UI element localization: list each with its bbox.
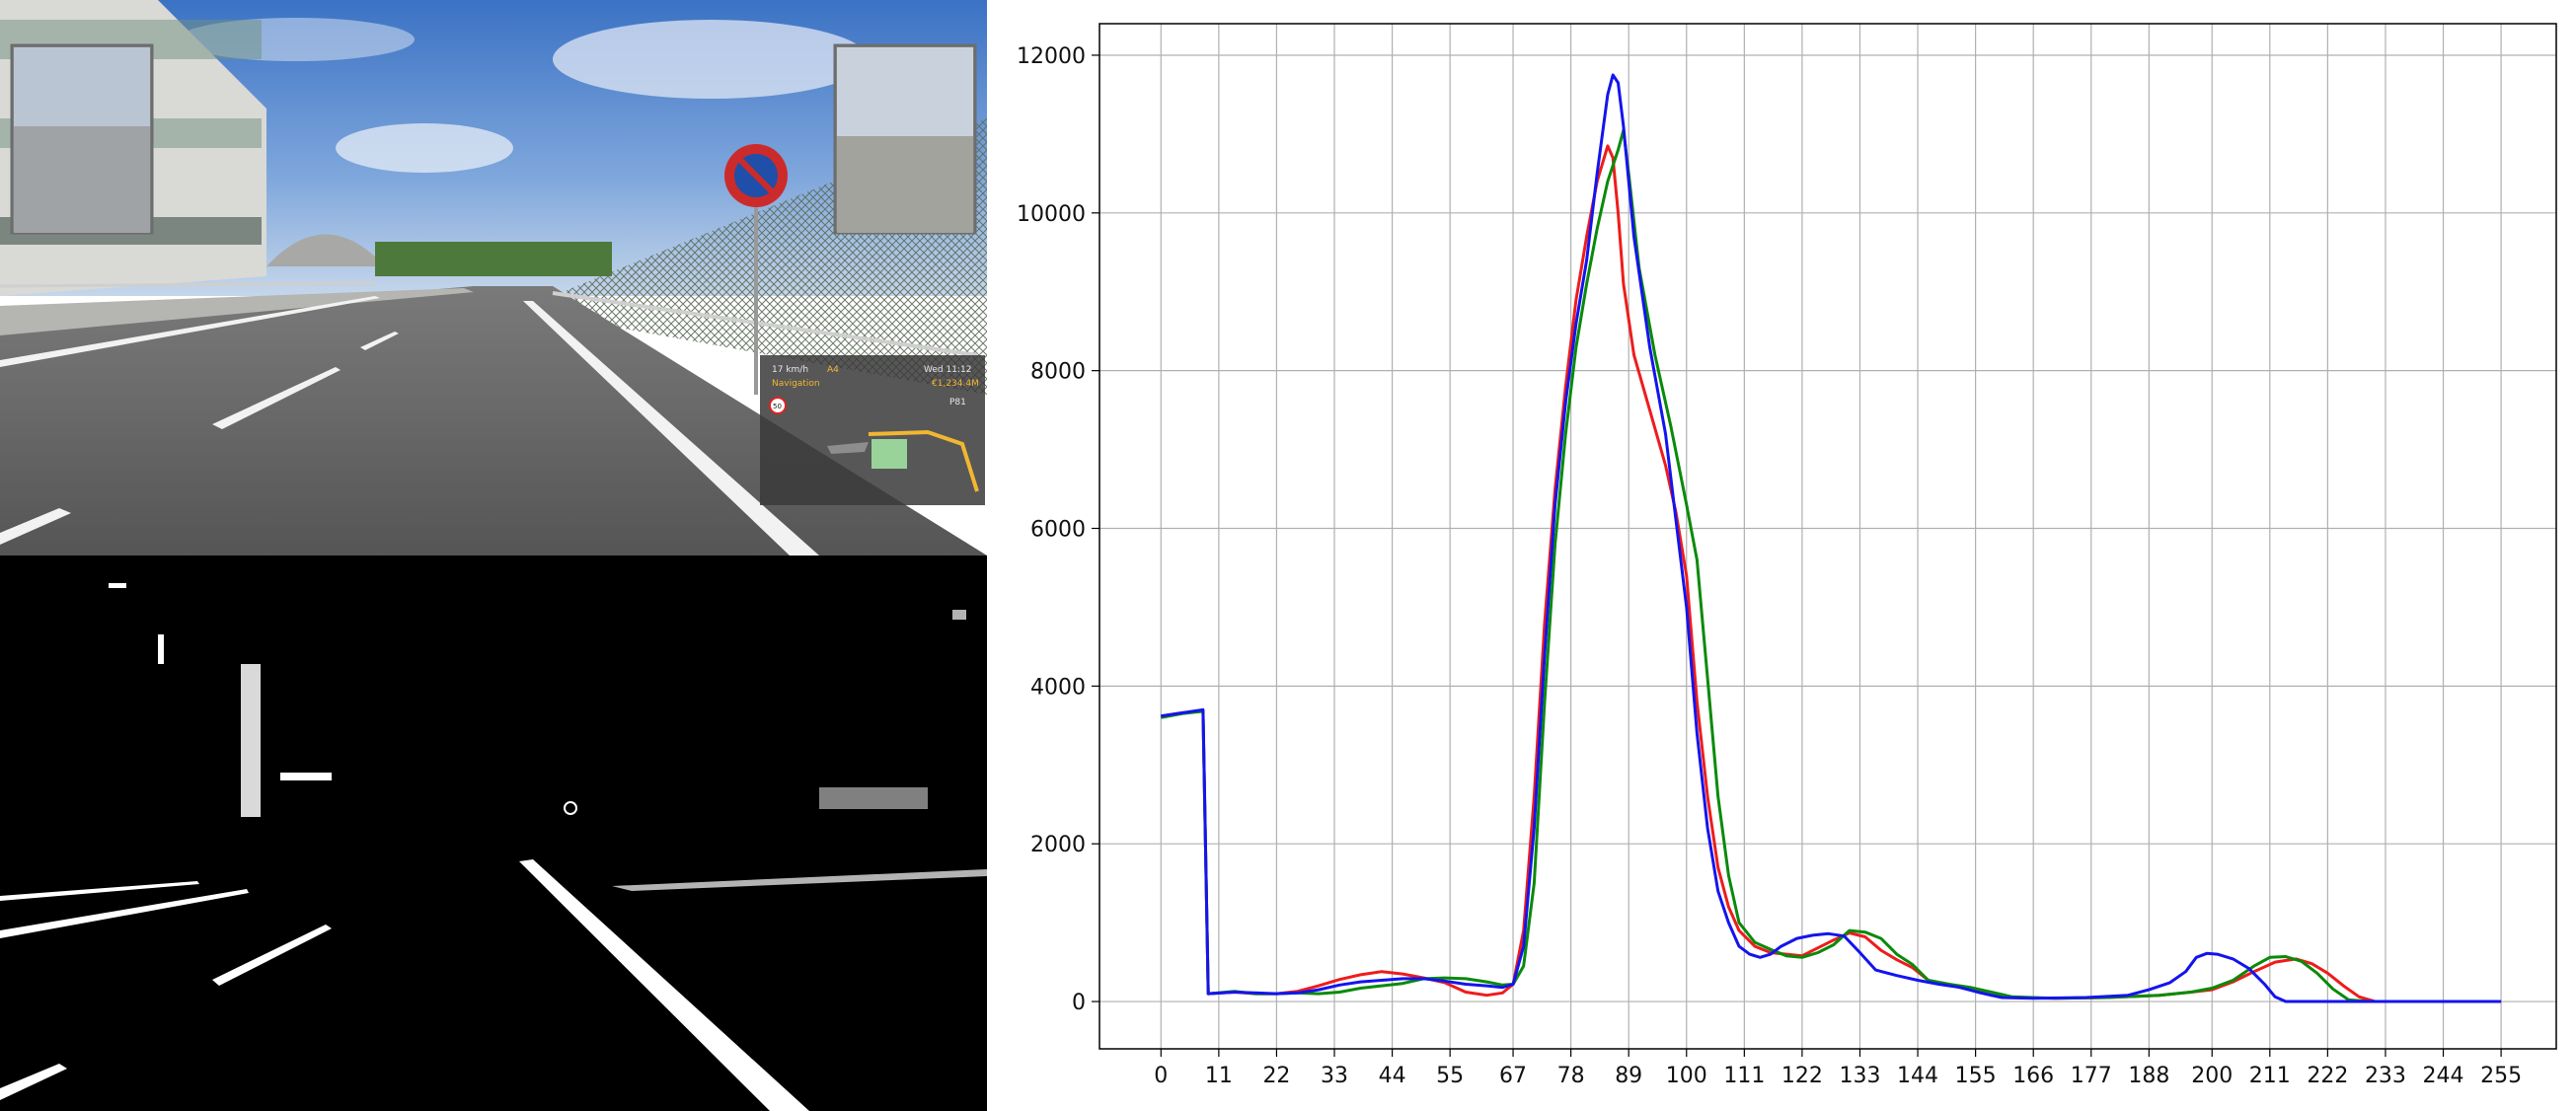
y-tick-label: 8000: [1030, 360, 1086, 385]
hud-speed-limit: 50: [773, 403, 782, 410]
series-line-green: [1161, 128, 2502, 1003]
x-tick-label: 177: [2071, 1064, 2112, 1088]
x-tick-label: 144: [1897, 1064, 1938, 1088]
x-tick-label: 244: [2423, 1064, 2464, 1088]
x-tick-label: 111: [1723, 1064, 1765, 1088]
binary-mask-view: [0, 556, 987, 1111]
x-tick-label: 211: [2249, 1064, 2291, 1088]
hud-speed: 17 km/h: [772, 365, 808, 375]
hud-clock: Wed 11:12: [924, 365, 971, 375]
driving-scene: 17 km/h A4 Wed 11:12 Navigation €1,234.4…: [0, 0, 987, 556]
x-tick-label: 0: [1154, 1064, 1168, 1088]
x-tick-label: 200: [2191, 1064, 2233, 1088]
hud-fuel: P81: [949, 398, 966, 407]
x-tick-label: 78: [1557, 1064, 1585, 1088]
x-tick-label: 166: [2012, 1064, 2054, 1088]
series-line-blue: [1161, 73, 2502, 1003]
hud-road: A4: [827, 365, 839, 375]
series-lines: [1161, 73, 2502, 1003]
x-tick-label: 133: [1839, 1064, 1880, 1088]
x-tick-label: 100: [1666, 1064, 1707, 1088]
x-tick-label: 11: [1205, 1064, 1233, 1088]
histogram-chart: 0 11 22 33 44 55 67 78 89 100 111 122 133 144 155 166 17…: [1017, 23, 2557, 1088]
y-tick-label: 4000: [1030, 675, 1086, 700]
game-screenshot: 17 km/h A4 Wed 11:12 Navigation €1,234.4…: [0, 0, 987, 556]
plot-frame: [1099, 23, 2557, 1050]
x-tick-label: 44: [1379, 1064, 1406, 1088]
y-tick-label: 10000: [1017, 202, 1086, 227]
speed-limit-sign-icon: [769, 397, 787, 414]
y-tick-label: 12000: [1017, 44, 1086, 69]
x-tick-label: 155: [1955, 1064, 1997, 1088]
x-tick-label: 255: [2480, 1064, 2522, 1088]
x-tick-label: 22: [1262, 1064, 1290, 1088]
histogram-panel: 0 11 22 33 44 55 67 78 89 100 111 122 133 144 155 166 17…: [989, 0, 2576, 1111]
series-line-red: [1161, 144, 2502, 1003]
x-tick-label: 188: [2128, 1064, 2169, 1088]
y-tick-label: 0: [1072, 991, 1086, 1015]
grid: [1099, 24, 2556, 1049]
x-tick-label: 33: [1321, 1064, 1348, 1088]
gps-panel: [760, 355, 985, 505]
hud-nav-label: Navigation: [772, 379, 820, 389]
hud-money: €1,234.4M: [932, 379, 979, 389]
x-tick-label: 222: [2307, 1064, 2348, 1088]
x-tick-label: 233: [2365, 1064, 2406, 1088]
y-axis: 0 2000 4000 6000 8000 10000 12000: [1017, 44, 1099, 1015]
x-tick-label: 89: [1615, 1064, 1642, 1088]
x-tick-label: 67: [1499, 1064, 1527, 1088]
x-tick-label: 122: [1781, 1064, 1823, 1088]
threshold-mask: [0, 556, 987, 1111]
y-tick-label: 6000: [1030, 518, 1086, 543]
x-tick-label: 55: [1436, 1064, 1464, 1088]
y-tick-label: 2000: [1030, 833, 1086, 857]
x-axis: 0 11 22 33 44 55 67 78 89 100 111 122 133 144 155 166 17…: [1154, 1049, 2522, 1088]
